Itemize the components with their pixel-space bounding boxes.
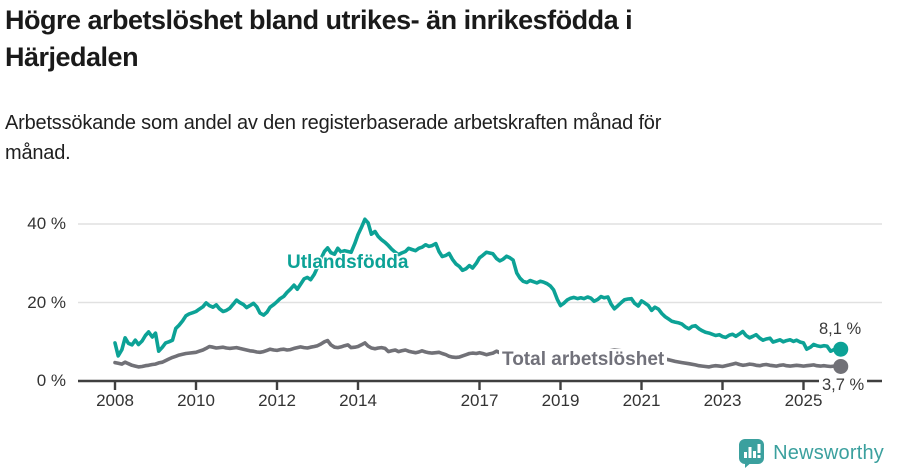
y-tick-label: 0 % xyxy=(36,371,66,390)
x-tick-label: 2021 xyxy=(622,391,661,410)
title-line-2: Härjedalen xyxy=(5,42,139,72)
series-label-utlandsfodda: Utlandsfödda xyxy=(287,252,409,273)
x-tick-label: 2010 xyxy=(177,391,215,410)
x-tick-label: 2019 xyxy=(541,391,580,410)
series-end-dot xyxy=(833,341,849,357)
x-tick-label: 2017 xyxy=(460,391,499,410)
series-line xyxy=(113,338,843,369)
series-label-total-arbetsloshet: Total arbetslöshet xyxy=(499,349,668,371)
end-value-label-utlandsfodda: 8,1 % xyxy=(819,320,862,338)
title-line-1: Högre arbetslöshet bland utrikes- än inr… xyxy=(5,5,633,35)
x-tick-label: 2023 xyxy=(703,391,742,410)
newsworthy-branding[interactable]: Newsworthy xyxy=(738,438,884,468)
page-title: Högre arbetslöshet bland utrikes- än inr… xyxy=(5,2,890,76)
series-end-dot xyxy=(833,358,849,374)
x-tick-label: 2014 xyxy=(339,391,377,410)
newsworthy-logo-icon xyxy=(738,438,765,468)
end-value-label-total: 3,7 % xyxy=(819,376,868,395)
x-tick-label: 2025 xyxy=(784,391,823,410)
subtitle-line-2: månad. xyxy=(5,142,71,164)
x-tick-label: 2008 xyxy=(96,391,134,410)
chart-subtitle: Arbetssökande som andel av den registerb… xyxy=(5,108,890,168)
newsworthy-brand-text: Newsworthy xyxy=(773,441,884,464)
x-tick-label: 2012 xyxy=(258,391,296,410)
subtitle-line-1: Arbetssökande som andel av den registerb… xyxy=(5,112,662,134)
y-tick-label: 40 % xyxy=(27,214,66,233)
y-tick-label: 20 % xyxy=(27,292,66,312)
series-line xyxy=(113,217,843,358)
